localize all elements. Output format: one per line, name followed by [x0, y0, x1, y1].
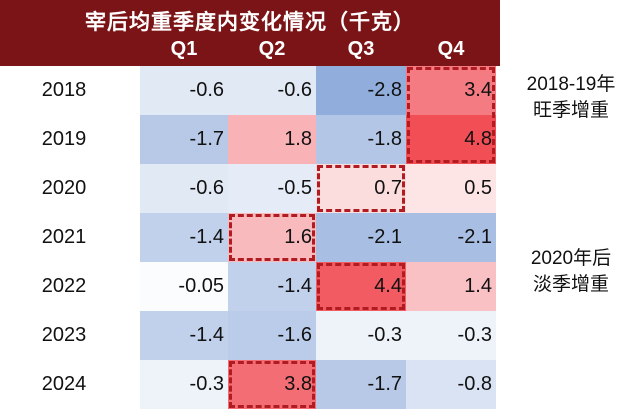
heatmap-cell-2022-q4 [406, 262, 496, 311]
row-label-2022: 2022 [41, 275, 87, 297]
cell-value-2018-q1: -0.6 [189, 79, 224, 101]
cell-value-2021-q2: 1.6 [284, 226, 312, 248]
heatmap-cell-2018-q3 [316, 66, 406, 115]
cell-value-2018-q4: 3.4 [464, 79, 492, 101]
cell-value-2020-q2: -0.5 [277, 177, 312, 199]
row-label-2024: 2024 [41, 373, 87, 395]
cell-value-2020-q4: 0.5 [464, 177, 492, 199]
heatmap-cell-2018-q1 [140, 66, 228, 115]
cell-value-2019-q3: -1.8 [367, 128, 402, 150]
heatmap-cell-2024-q2 [228, 360, 316, 409]
cell-value-2019-q2: 1.8 [284, 128, 312, 150]
heatmap-cell-2023-q2 [228, 311, 316, 360]
column-header-q2: Q2 [258, 38, 286, 60]
cell-value-2023-q2: -1.6 [277, 324, 312, 346]
cell-value-2023-q4: -0.3 [457, 324, 492, 346]
cell-value-2024-q2: 3.8 [284, 373, 312, 395]
column-header-q3: Q3 [347, 38, 375, 60]
heatmap-cell-2020-q4 [406, 164, 496, 213]
column-header-q4: Q4 [437, 38, 465, 60]
heatmap-cell-2019-q3 [316, 115, 406, 164]
cell-value-2021-q1: -1.4 [189, 226, 224, 248]
cell-value-2024-q3: -1.7 [367, 373, 402, 395]
cell-value-2019-q4: 4.8 [464, 128, 492, 150]
heatmap-cell-2018-q4 [406, 66, 496, 115]
heatmap-cell-2022-q1 [140, 262, 228, 311]
heatmap-cell-2018-q2 [228, 66, 316, 115]
heatmap-cell-2019-q2 [228, 115, 316, 164]
cell-value-2021-q4: -2.1 [457, 226, 492, 248]
heatmap-cell-2023-q3 [316, 311, 406, 360]
heatmap-cell-2024-q4 [406, 360, 496, 409]
heatmap-cell-2020-q1 [140, 164, 228, 213]
cell-value-2024-q4: -0.8 [457, 373, 492, 395]
row-label-2018: 2018 [41, 79, 87, 101]
cell-value-2023-q1: -1.4 [189, 324, 224, 346]
heatmap-cell-2019-q4 [406, 115, 496, 164]
heatmap-cell-2021-q3 [316, 213, 406, 262]
cell-value-2018-q3: -2.8 [367, 79, 402, 101]
cell-value-2023-q3: -0.3 [367, 324, 402, 346]
cell-value-2022-q2: -1.4 [277, 275, 312, 297]
heatmap-cell-2019-q1 [140, 115, 228, 164]
heatmap-cell-2023-q4 [406, 311, 496, 360]
cell-value-2022-q3: 4.4 [374, 275, 402, 297]
heatmap-cell-2022-q2 [228, 262, 316, 311]
heatmap-cell-2021-q4 [406, 213, 496, 262]
cell-value-2022-q1: -0.05 [178, 275, 224, 297]
column-header-q1: Q1 [170, 38, 198, 60]
heatmap-cell-2024-q1 [140, 360, 228, 409]
annotation-line: 2018-19年 [526, 74, 616, 95]
row-label-2019: 2019 [41, 128, 87, 150]
row-label-2023: 2023 [41, 324, 87, 346]
annotation-note: 2018-19年 旺季增重 [506, 72, 636, 124]
cell-value-2018-q2: -0.6 [277, 79, 312, 101]
cell-value-2020-q3: 0.7 [374, 177, 402, 199]
chart-title: 宰后均重季度内变化情况（千克） [85, 11, 415, 34]
cell-value-2020-q1: -0.6 [189, 177, 224, 199]
cell-value-2022-q4: 1.4 [464, 275, 492, 297]
annotation-line: 旺季增重 [532, 100, 609, 121]
heatmap-cell-2024-q3 [316, 360, 406, 409]
heatmap-cell-2021-q1 [140, 213, 228, 262]
cell-value-2024-q1: -0.3 [189, 373, 224, 395]
heatmap-cell-2020-q3 [316, 164, 406, 213]
row-label-2021: 2021 [41, 226, 87, 248]
heatmap-cell-2020-q2 [228, 164, 316, 213]
heatmap-cell-2023-q1 [140, 311, 228, 360]
heatmap-cell-2022-q3 [316, 262, 406, 311]
annotation-line: 淡季增重 [532, 274, 609, 295]
row-label-2020: 2020 [41, 177, 87, 199]
annotation-line: 2020年后 [530, 248, 612, 269]
table-header-bar [0, 0, 500, 66]
heatmap-cell-2021-q2 [228, 213, 316, 262]
cell-value-2021-q3: -2.1 [367, 226, 402, 248]
cell-value-2019-q1: -1.7 [189, 128, 224, 150]
annotation-note: 2020年后 淡季增重 [506, 246, 636, 298]
